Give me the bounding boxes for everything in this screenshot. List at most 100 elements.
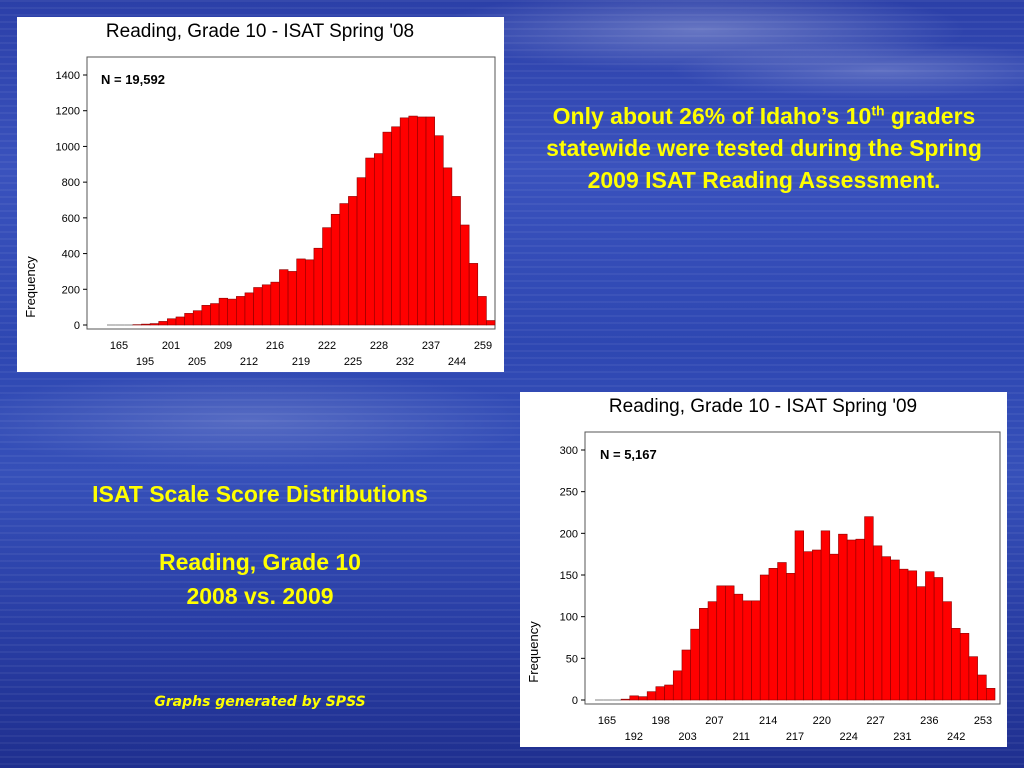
histogram-bar xyxy=(786,573,796,701)
histogram-bar xyxy=(184,313,194,326)
histogram-bar xyxy=(305,259,315,326)
y-axis-ticks: 0 50 100 150 200 250 300 xyxy=(560,445,585,707)
histogram-bar xyxy=(279,269,289,326)
histogram-bar xyxy=(899,568,909,701)
histogram-2009-panel: Reading, Grade 10 - ISAT Spring '09 Freq… xyxy=(520,392,1007,747)
histogram-bar xyxy=(820,530,831,701)
histogram-bar xyxy=(339,203,349,326)
histogram-bar xyxy=(486,320,496,326)
histogram-bar xyxy=(201,305,211,326)
bars xyxy=(595,516,996,701)
histogram-bar xyxy=(373,153,384,326)
histogram-bar xyxy=(777,562,787,701)
histogram-bar xyxy=(907,570,918,701)
x-tick-label: 225 xyxy=(344,356,362,368)
histogram-bar xyxy=(864,516,874,701)
histogram-bar xyxy=(925,571,935,701)
histogram-bar xyxy=(408,115,418,326)
x-tick-label: 212 xyxy=(240,356,258,368)
x-tick-label: 222 xyxy=(318,340,336,352)
histogram-bar xyxy=(261,284,272,326)
histogram-bar xyxy=(681,649,691,701)
x-axis-labels-top: 165 198 207 214 220 227 236 253 xyxy=(598,715,992,727)
histogram-bar xyxy=(477,296,487,326)
y-tick-label: 300 xyxy=(560,445,578,457)
histogram-bar xyxy=(434,135,444,326)
histogram-bar xyxy=(287,271,297,326)
x-tick-label: 205 xyxy=(188,356,206,368)
histogram-bar xyxy=(812,549,822,701)
histogram-bar xyxy=(725,585,735,701)
plot-frame xyxy=(86,56,496,330)
x-tick-label: 203 xyxy=(678,731,696,743)
histogram-bar xyxy=(270,281,280,326)
x-tick-label: 207 xyxy=(705,715,723,727)
histogram-bar xyxy=(699,608,709,701)
x-tick-label: 231 xyxy=(893,731,911,743)
y-tick-label: 400 xyxy=(62,249,80,261)
histogram-bar xyxy=(951,628,961,701)
histogram-bar xyxy=(391,126,401,326)
y-tick-label: 600 xyxy=(62,213,80,225)
x-tick-label: 228 xyxy=(370,340,388,352)
x-tick-label: 209 xyxy=(214,340,232,352)
histogram-bar xyxy=(977,674,987,701)
histogram-bar xyxy=(690,628,700,701)
x-tick-label: 201 xyxy=(162,340,180,352)
histogram-bar xyxy=(365,157,375,326)
histogram-bar xyxy=(192,310,203,326)
chart-title: Reading, Grade 10 - ISAT Spring '08 xyxy=(106,21,414,42)
histogram-bar xyxy=(399,117,410,326)
histogram-bar xyxy=(149,323,160,326)
x-tick-label: 237 xyxy=(422,340,440,352)
section-comparison: 2008 vs. 2009 xyxy=(186,583,334,609)
x-tick-label: 165 xyxy=(598,715,616,727)
histogram-bar xyxy=(646,691,657,701)
y-tick-label: 200 xyxy=(560,528,578,540)
source-footnote: Graphs generated by SPSS xyxy=(154,694,366,710)
histogram-bar xyxy=(751,600,761,701)
x-tick-label: 214 xyxy=(759,715,777,727)
histogram-bar xyxy=(933,577,944,701)
histogram-bar xyxy=(313,247,323,326)
histogram-bar xyxy=(890,559,900,701)
histogram-2009: Reading, Grade 10 - ISAT Spring '09 Freq… xyxy=(526,396,1001,743)
x-tick-label: 242 xyxy=(947,731,965,743)
y-tick-label: 1200 xyxy=(56,106,80,118)
histogram-bar xyxy=(244,292,254,326)
histogram-bar xyxy=(348,196,358,326)
y-tick-label: 200 xyxy=(62,284,80,296)
histogram-bar xyxy=(210,303,220,326)
x-tick-label: 244 xyxy=(448,356,466,368)
histogram-bar xyxy=(942,601,952,701)
histogram-bar xyxy=(638,696,648,701)
histogram-bar xyxy=(227,298,237,326)
histogram-bar xyxy=(218,297,229,326)
x-tick-label: 219 xyxy=(292,356,310,368)
histogram-bar xyxy=(356,177,366,326)
sample-size-annotation: N = 5,167 xyxy=(600,447,657,462)
headline-superscript: th xyxy=(871,102,885,119)
x-tick-label: 224 xyxy=(840,731,858,743)
x-tick-label: 192 xyxy=(625,731,643,743)
histogram-bar xyxy=(759,574,770,701)
histogram-bar xyxy=(916,586,926,701)
x-tick-label: 232 xyxy=(396,356,414,368)
y-tick-label: 50 xyxy=(566,653,578,665)
y-tick-label: 1000 xyxy=(56,141,80,153)
histogram-bar xyxy=(733,593,744,701)
y-tick-label: 100 xyxy=(560,612,578,624)
histogram-bar xyxy=(330,213,341,326)
x-tick-label: 227 xyxy=(866,715,884,727)
histogram-bar xyxy=(167,318,177,326)
histogram-bar xyxy=(629,695,639,701)
histogram-bar xyxy=(620,698,631,701)
x-axis-labels-bottom: 192 203 211 217 224 231 242 xyxy=(625,731,966,743)
histogram-bar xyxy=(468,263,479,326)
histogram-bar xyxy=(768,568,778,701)
histogram-bar xyxy=(881,556,891,701)
histogram-bar xyxy=(829,553,839,701)
plot-frame xyxy=(584,431,1001,705)
y-tick-label: 0 xyxy=(572,695,578,707)
section-heading: ISAT Scale Score Distributions xyxy=(92,481,428,507)
